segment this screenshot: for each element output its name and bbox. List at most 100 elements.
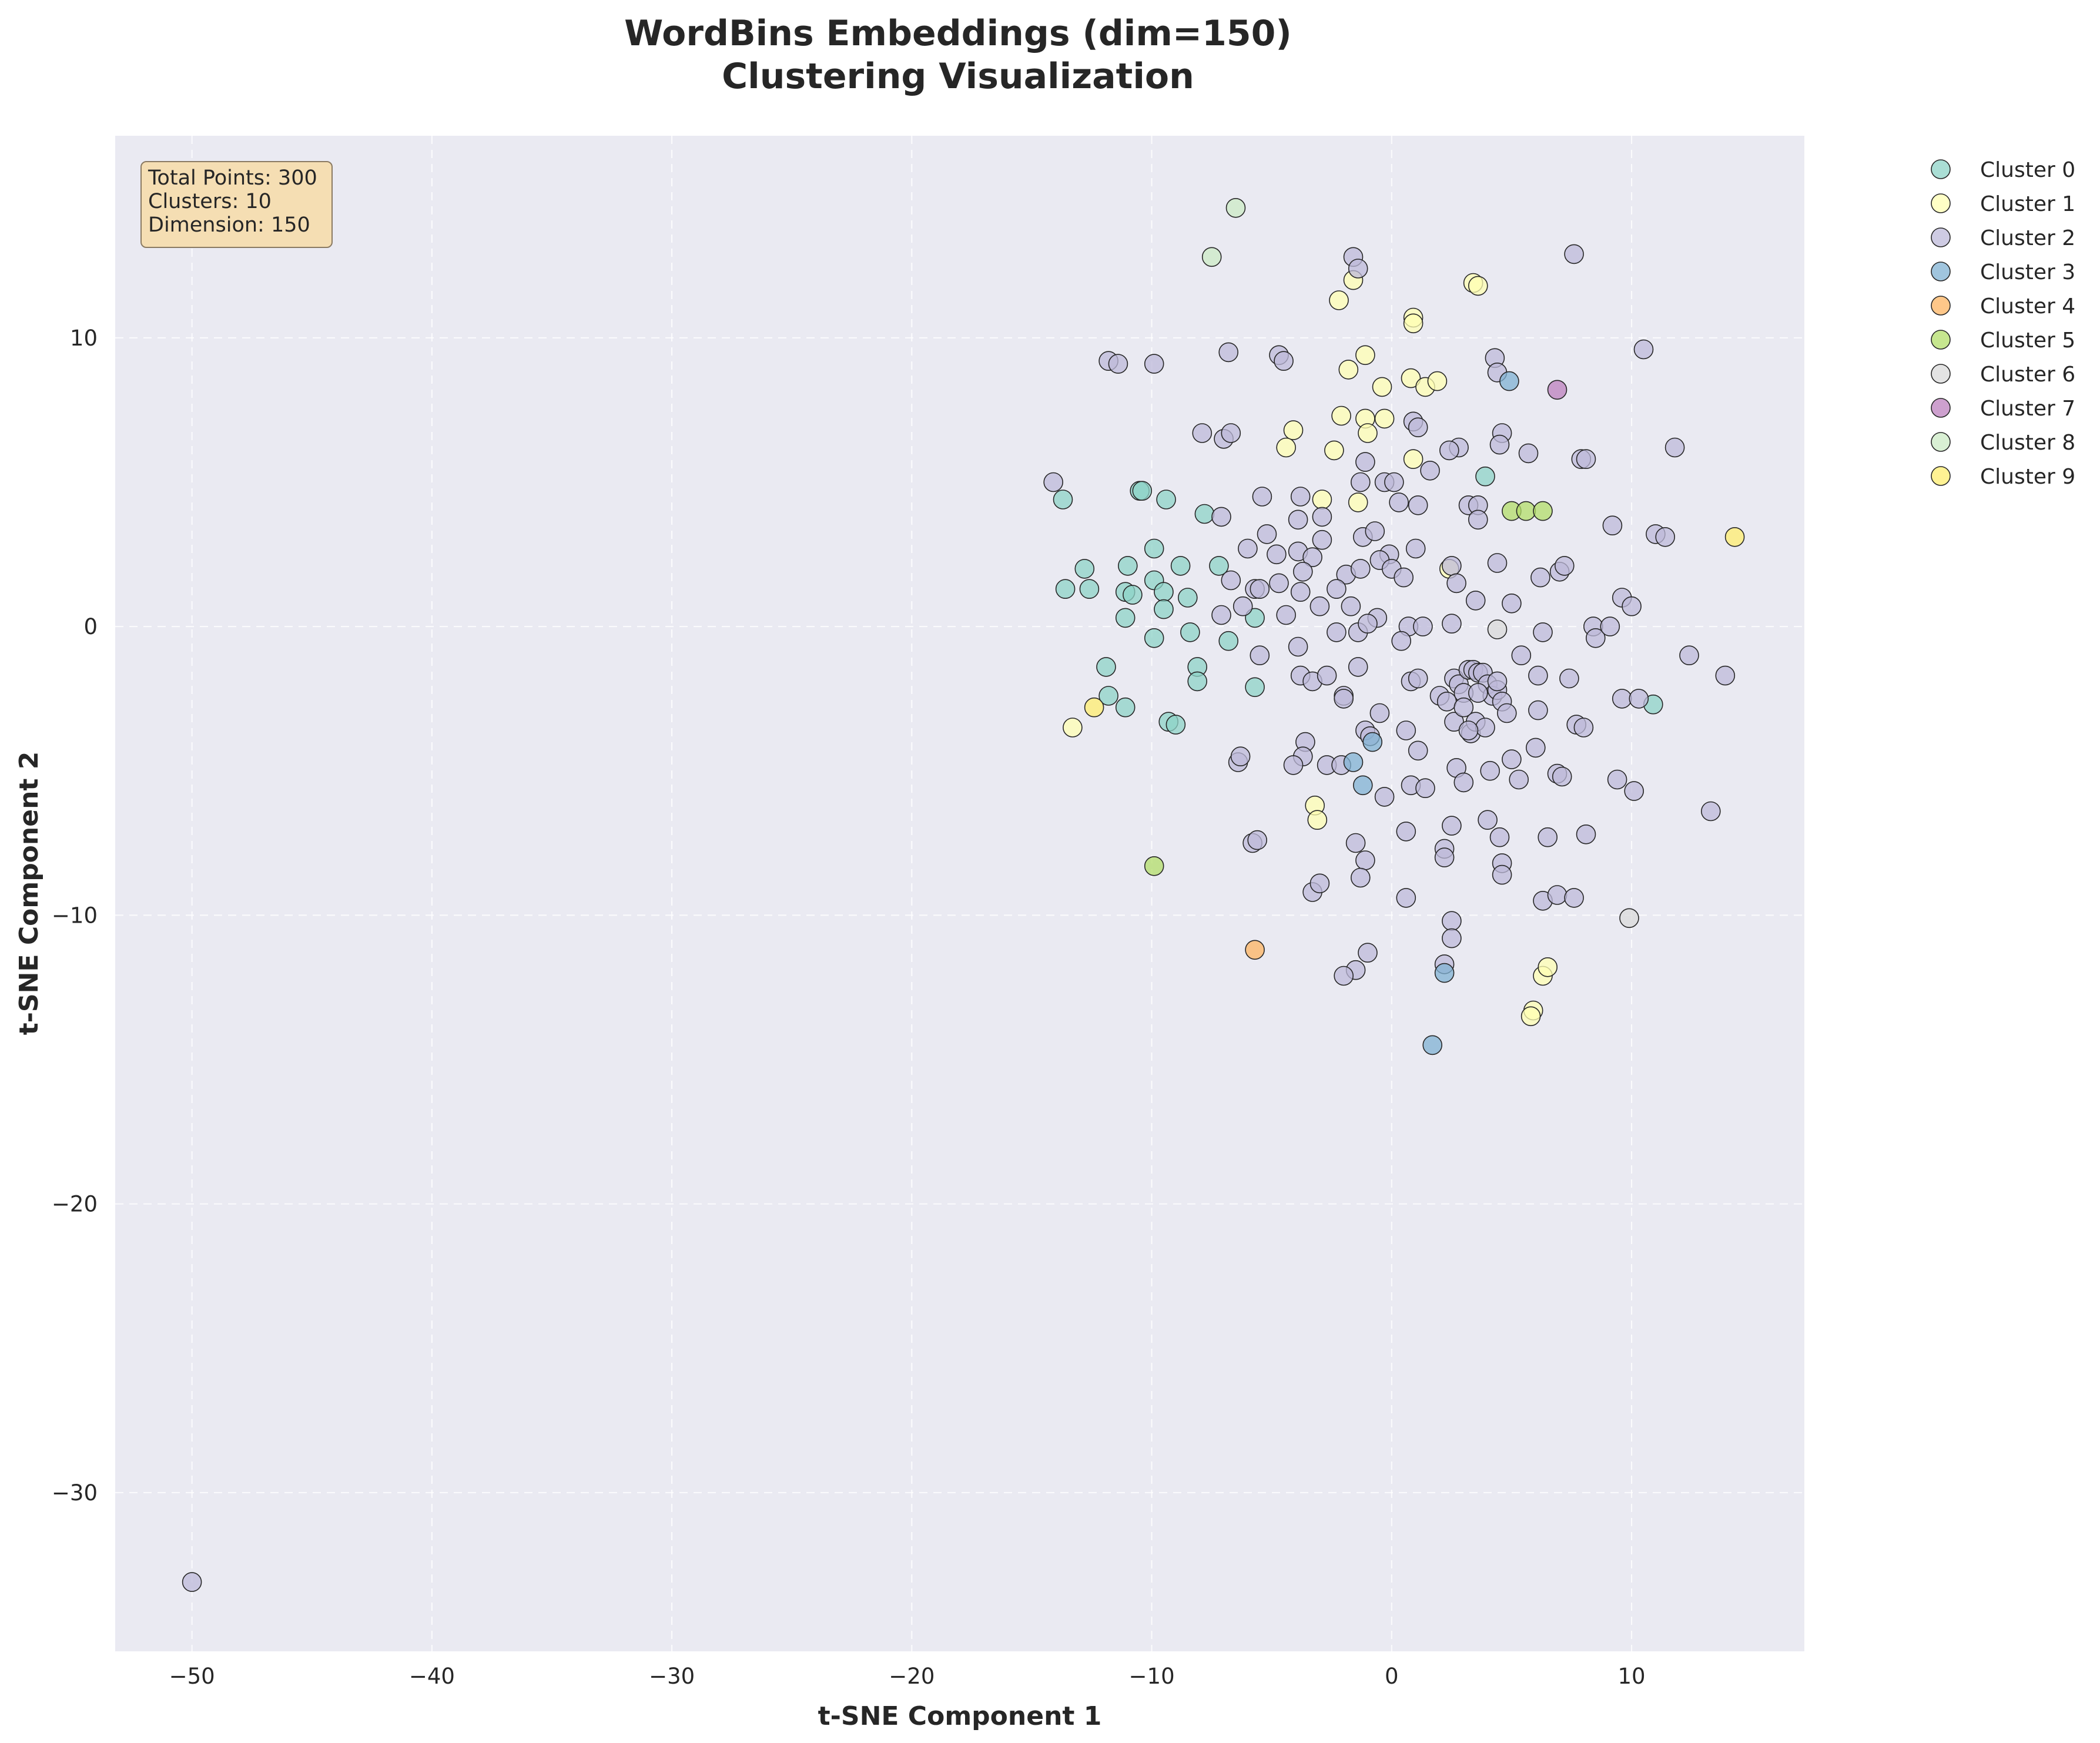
legend-marker	[1931, 262, 1951, 281]
cluster-2-point	[1475, 718, 1495, 738]
legend-marker	[1931, 159, 1951, 179]
cluster-4-point	[1245, 940, 1265, 960]
info-box: Total Points: 300 Clusters: 10 Dimension…	[140, 161, 333, 248]
cluster-2-point	[1365, 521, 1385, 541]
cluster-1-point	[1338, 360, 1359, 380]
cluster-2-point	[1252, 487, 1272, 507]
cluster-1-point	[1374, 408, 1395, 429]
cluster-2-point	[1453, 697, 1474, 718]
cluster-3-point	[1343, 752, 1364, 772]
cluster-3-point	[1499, 371, 1519, 391]
cluster-8-point	[1225, 197, 1246, 218]
cluster-2-point	[1489, 434, 1510, 455]
cluster-2-point	[1293, 561, 1313, 582]
legend-marker	[1931, 193, 1951, 213]
cluster-2-point	[182, 1572, 202, 1592]
cluster-1-point	[1283, 420, 1304, 440]
cluster-1-point	[1063, 718, 1083, 738]
cluster-2-point	[1489, 827, 1510, 847]
cluster-2-point	[1334, 966, 1354, 986]
cluster-1-point	[1372, 377, 1392, 397]
cluster-0-point	[1118, 556, 1138, 576]
cluster-3-point	[1422, 1035, 1442, 1055]
cluster-0-point	[1245, 677, 1265, 698]
legend: Cluster 0 Cluster 1 Cluster 2 Cluster 3 Clus…	[1931, 158, 2075, 489]
cluster-2-point	[1526, 738, 1546, 758]
x-tick-label: −30	[649, 1664, 695, 1689]
legend-marker	[1931, 227, 1951, 247]
cluster-2-point	[1629, 689, 1649, 709]
cluster-1-point	[1427, 371, 1448, 391]
cluster-2-point	[1211, 605, 1231, 625]
cluster-2-point	[1465, 591, 1486, 611]
cluster-2-point	[1468, 683, 1488, 703]
cluster-2-point	[1351, 559, 1371, 579]
cluster-2-point	[1446, 573, 1466, 594]
cluster-2-point	[1355, 850, 1375, 870]
cluster-2-point	[1576, 824, 1596, 844]
cluster-0-point	[1154, 582, 1174, 602]
cluster-2-point	[1442, 911, 1462, 931]
cluster-2-point	[1043, 472, 1063, 492]
cluster-2-point	[1538, 827, 1558, 847]
cluster-2-point	[1288, 636, 1308, 657]
cluster-2-point	[1408, 495, 1428, 515]
cluster-0-point	[1123, 585, 1143, 605]
data-points	[182, 197, 1745, 1592]
cluster-0-point	[1178, 588, 1198, 608]
x-tick-label: −10	[1129, 1664, 1175, 1689]
cluster-2-point	[1478, 810, 1498, 830]
cluster-2-point	[1396, 720, 1416, 740]
cluster-2-point	[1468, 510, 1488, 530]
cluster-2-point	[1439, 440, 1459, 461]
cluster-2-point	[1622, 596, 1642, 616]
cluster-3-point	[1353, 775, 1373, 796]
legend-marker	[1931, 330, 1951, 350]
cluster-2-point	[1492, 864, 1512, 885]
x-tick-label: 10	[1618, 1664, 1646, 1689]
y-tick-label: 10	[70, 326, 98, 351]
cluster-2-point	[1420, 460, 1440, 481]
cluster-5-point	[1144, 856, 1164, 876]
cluster-1-point	[1329, 290, 1349, 310]
cluster-0-point	[1170, 556, 1191, 576]
cluster-2-point	[1345, 833, 1366, 853]
cluster-2-point	[1309, 873, 1330, 894]
cluster-2-point	[1602, 515, 1623, 536]
cluster-2-point	[1573, 718, 1594, 738]
cluster-1-point	[1307, 810, 1328, 830]
cluster-2-point	[1453, 772, 1474, 793]
cluster-0-point	[1132, 481, 1153, 501]
cluster-2-point	[1351, 472, 1371, 492]
cluster-2-point	[1413, 616, 1433, 636]
cluster-2-point	[1327, 579, 1347, 599]
cluster-2-point	[1679, 645, 1699, 665]
cluster-2-point	[1555, 556, 1575, 576]
y-tick-label: 0	[83, 614, 98, 639]
cluster-2-point	[1250, 579, 1270, 599]
cluster-1-point	[1331, 405, 1351, 426]
cluster-2-point	[1533, 622, 1553, 642]
cluster-2-point	[1480, 760, 1500, 781]
y-tick-label: −30	[52, 1480, 98, 1506]
cluster-2-point	[1396, 888, 1416, 908]
cluster-7-point	[1547, 380, 1568, 400]
cluster-2-point	[1269, 573, 1289, 594]
cluster-2-point	[1612, 689, 1632, 709]
cluster-2-point	[1283, 755, 1304, 775]
cluster-0-point	[1098, 686, 1118, 706]
plot-area	[115, 136, 1804, 1651]
cluster-0-point	[1055, 579, 1076, 599]
legend-label: Cluster 6	[1980, 363, 2075, 387]
cluster-2-point	[1408, 417, 1428, 438]
cluster-0-point	[1187, 671, 1207, 692]
cluster-2-point	[1442, 614, 1462, 633]
cluster-2-point	[1664, 437, 1685, 458]
legend-label: Cluster 8	[1980, 431, 2075, 455]
cluster-2-point	[1586, 628, 1606, 648]
legend-label: Cluster 1	[1980, 192, 2075, 216]
cluster-0-point	[1144, 538, 1164, 559]
cluster-1-point	[1348, 492, 1368, 512]
cluster-0-point	[1079, 579, 1100, 599]
cluster-2-point	[1369, 703, 1390, 723]
